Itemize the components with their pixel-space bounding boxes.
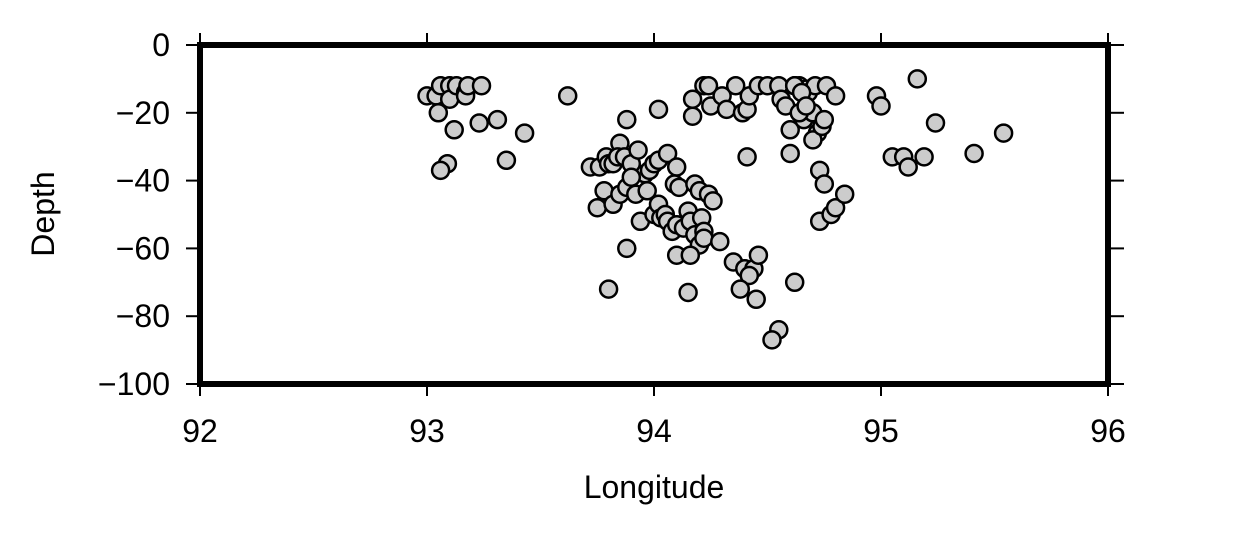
- data-point: [762, 330, 782, 350]
- data-point: [628, 140, 648, 160]
- data-point: [814, 109, 835, 130]
- data-point: [669, 177, 689, 198]
- y-tick-label: 0: [152, 27, 170, 63]
- data-point: [428, 103, 449, 123]
- y-axis-label: Depth: [25, 171, 61, 256]
- y-tick-label: −40: [116, 163, 170, 199]
- data-point: [598, 279, 619, 299]
- data-point: [825, 86, 846, 106]
- data-point: [666, 157, 687, 177]
- data-point: [469, 113, 489, 133]
- data-point: [587, 197, 608, 218]
- data-point: [557, 86, 578, 106]
- data-point: [964, 143, 984, 164]
- data-point: [657, 143, 678, 164]
- x-tick-label: 95: [863, 413, 899, 449]
- y-tick-label: −20: [116, 95, 170, 131]
- data-point: [678, 282, 698, 303]
- y-tick-label: −100: [98, 366, 170, 402]
- data-point: [617, 109, 637, 130]
- data-point: [898, 157, 918, 177]
- x-tick-label: 92: [182, 413, 218, 449]
- data-point: [834, 184, 855, 204]
- data-point: [803, 130, 823, 150]
- data-point: [621, 167, 642, 187]
- data-point: [825, 197, 846, 218]
- data-point: [737, 147, 757, 167]
- data-points: [417, 69, 1014, 350]
- data-point: [648, 99, 669, 120]
- data-point: [694, 228, 714, 248]
- data-point: [637, 181, 657, 201]
- data-point: [698, 75, 719, 96]
- data-point: [496, 150, 517, 171]
- data-point: [430, 160, 451, 181]
- data-point: [617, 238, 637, 259]
- data-point: [993, 123, 1014, 143]
- data-point: [680, 245, 701, 265]
- data-point: [444, 120, 464, 140]
- data-point: [780, 120, 800, 140]
- x-tick-label: 94: [636, 413, 672, 449]
- plot-frame: [197, 42, 1111, 387]
- data-point: [925, 113, 946, 133]
- data-point: [914, 147, 934, 167]
- data-point: [682, 106, 703, 126]
- data-point: [730, 279, 751, 299]
- x-axis-label: Longitude: [584, 469, 725, 505]
- tick-labels: 92 93 94 95 96 0 −20 −40 −60 −80 −100: [98, 27, 1126, 449]
- data-point: [739, 265, 760, 286]
- data-point: [748, 245, 769, 265]
- x-tick-label: 93: [409, 413, 445, 449]
- data-point: [871, 96, 891, 116]
- data-point: [746, 289, 766, 310]
- data-point: [796, 96, 816, 116]
- data-point: [814, 174, 835, 194]
- y-tick-label: −60: [116, 230, 170, 266]
- data-point: [784, 272, 805, 293]
- data-point: [487, 109, 508, 130]
- data-point: [514, 123, 535, 143]
- data-point: [725, 75, 746, 96]
- data-point: [682, 89, 703, 109]
- data-point: [703, 191, 723, 211]
- y-tick-label: −80: [116, 298, 170, 334]
- data-point: [710, 231, 730, 252]
- data-point: [716, 99, 737, 120]
- data-point: [780, 143, 800, 164]
- x-tick-label: 96: [1090, 413, 1126, 449]
- data-point: [471, 75, 492, 96]
- data-point: [907, 69, 928, 89]
